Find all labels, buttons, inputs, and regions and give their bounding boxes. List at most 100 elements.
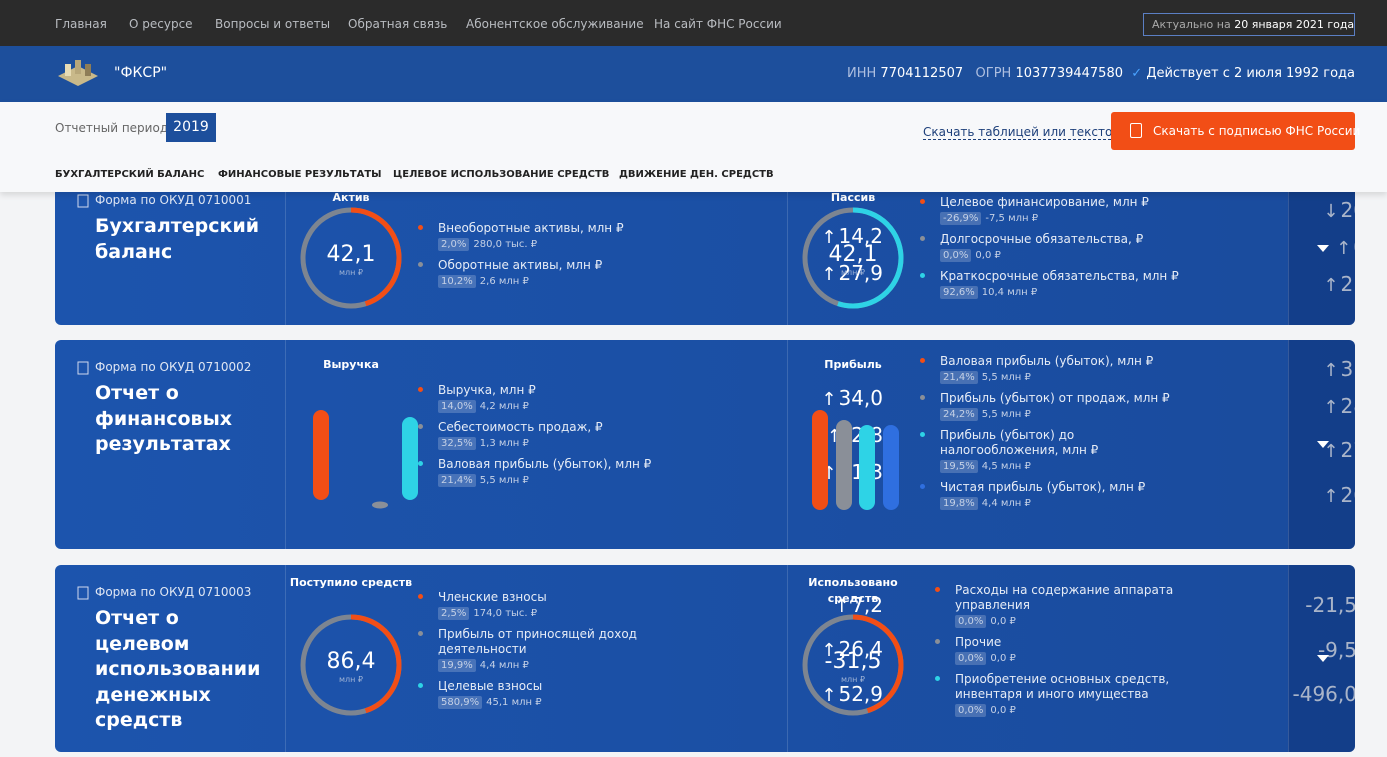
item-name: Внеоборотные активы, млн ₽ <box>438 221 624 235</box>
item-arrow: ↑ <box>1323 359 1339 381</box>
nav-link[interactable]: Абонентское обслуживание <box>466 17 644 31</box>
item-tag: 0,0% 0,0 ₽ <box>955 615 1180 628</box>
item: Приобретение основных средств, инвентаря… <box>935 672 1355 717</box>
ring-unit: млн ₽ <box>338 268 363 277</box>
item-name: Прибыль (убыток) до налогообложения, млн… <box>940 428 1099 457</box>
nav-link[interactable]: О ресурсе <box>129 17 193 31</box>
item-text: Целевое финансирование, млн ₽ -26,9% -7,5 … <box>940 195 1149 225</box>
icon-shape <box>77 361 89 375</box>
item-dot <box>935 639 940 644</box>
item-name: Прибыль от приносящей доход деятельности <box>438 627 637 656</box>
item-text: Долгосрочные обязательства, ₽ 0,0% 0,0 ₽ <box>940 232 1143 262</box>
item-sub: 0,0 ₽ <box>975 250 1001 261</box>
item-text: Прибыль (убыток) до налогообложения, млн… <box>940 428 1185 473</box>
item-tag: 580,9% 45,1 млн ₽ <box>438 696 542 709</box>
nav-link[interactable]: Главная <box>55 17 107 31</box>
actual-date: Актуально на 20 января 2021 года <box>1143 13 1355 36</box>
download-link[interactable]: Скачать таблицей или текстом <box>923 125 1122 140</box>
ring-chart <box>802 614 904 716</box>
item-dot <box>920 273 925 278</box>
ogrn-label: ОГРН <box>975 66 1012 81</box>
download-button[interactable]: Скачать с подписью ФНС России <box>1111 112 1360 150</box>
item-arrow: ↑ <box>1323 274 1339 296</box>
ring-arc <box>300 207 402 309</box>
item-text: Прибыль от приносящей доход деятельности… <box>438 627 683 672</box>
actual-label: Актуально на <box>1152 18 1231 31</box>
period-select[interactable]: 2019 <box>166 113 216 142</box>
item-sub: 5,5 млн ₽ <box>981 372 1031 383</box>
item-arrow: ↑ <box>1336 237 1352 259</box>
tab[interactable]: ЦЕЛЕВОЕ ИСПОЛЬЗОВАНИЕ СРЕДСТВ <box>393 169 610 180</box>
ring-value: 86,4 <box>326 649 376 674</box>
section-label: Прибыль <box>824 358 882 371</box>
item-list: Внеоборотные активы, млн ₽ 2,0% 280,0 тыс.… <box>418 221 883 288</box>
item-text: Внеоборотные активы, млн ₽ 2,0% 280,0 тыс.… <box>438 221 624 251</box>
item-number: 21,6 <box>1340 271 1355 296</box>
nav-link[interactable]: Вопросы и ответы <box>215 17 331 31</box>
ogrn: 1037739447580 <box>1015 66 1123 81</box>
bar-chart <box>313 410 418 509</box>
item-sub: 4,5 млн ₽ <box>981 461 1031 472</box>
item-tag: 92,6% 10,4 млн ₽ <box>940 286 1179 299</box>
item-value: ↑26,4 <box>763 637 883 661</box>
arrow-shape <box>1317 654 1329 662</box>
nav-link[interactable]: На сайт ФНС России <box>654 17 782 31</box>
ring-value: 42,1 <box>828 242 878 267</box>
item-sub: 0,0 ₽ <box>990 705 1016 716</box>
item-pct: 0,0% <box>955 615 987 628</box>
item-tag: 19,8% 4,4 млн ₽ <box>940 497 1145 510</box>
item-arrow: ↑ <box>1323 441 1339 462</box>
item-number: 7,2 <box>851 592 883 617</box>
form-label: Форма по ОКУД 0710003 <box>95 585 252 599</box>
item-text: Выручка, млн ₽ 14,0% 4,2 млн ₽ <box>438 383 536 413</box>
section-label: Поступило средств <box>289 576 413 589</box>
item-number: 31,3 <box>1340 356 1355 381</box>
item-tag: 10,2% 2,6 млн ₽ <box>438 275 602 288</box>
download-button-label: Скачать с подписью ФНС России <box>1153 124 1361 138</box>
expand-button[interactable] <box>1288 173 1355 325</box>
item-text: Членские взносы 2,5% 174,0 тыс. ₽ <box>438 590 547 620</box>
item: Прибыль (убыток) до налогообложения, млн… <box>920 428 1355 473</box>
item-name: Оборотные активы, млн ₽ <box>438 258 603 272</box>
item-number: 0,0 <box>1353 235 1355 259</box>
item-tag: 19,9% 4,4 млн ₽ <box>438 659 683 672</box>
ring-chart <box>300 207 402 309</box>
item-dot <box>418 631 423 636</box>
expand-button[interactable] <box>1288 340 1355 549</box>
item-pct: 2,0% <box>438 238 470 251</box>
tab[interactable]: ДВИЖЕНИЕ ДЕН. СРЕДСТВ <box>619 169 774 180</box>
status: Действует с 2 июля 1992 года <box>1146 66 1355 81</box>
item: Краткосрочные обязательства, млн ₽ 92,6% 1… <box>920 269 1355 299</box>
item-number: 34,0 <box>838 385 883 410</box>
item-value: ↑21,6 <box>1265 272 1355 296</box>
form-icon <box>77 586 89 600</box>
expand-button[interactable] <box>1288 565 1355 752</box>
item-number: 26,4 <box>838 637 883 661</box>
item-tag: 0,0% 0,0 ₽ <box>940 249 1143 262</box>
item-sub: -7,5 млн ₽ <box>985 213 1039 224</box>
item-number: 27,6 <box>1340 438 1355 462</box>
tab[interactable]: ФИНАНСОВЫЕ РЕЗУЛЬТАТЫ <box>218 169 382 180</box>
item-tag: 19,5% 4,5 млн ₽ <box>940 460 1185 473</box>
nav-link[interactable]: Обратная связь <box>348 17 448 31</box>
report-card: Форма по ОКУД 0710003 Отчет о целевом исп… <box>55 565 1355 752</box>
item-sub: 4,4 млн ₽ <box>981 498 1031 509</box>
item-dot <box>418 387 423 392</box>
inn: 7704112507 <box>880 66 964 81</box>
item-tag: 0,0% 0,0 ₽ <box>955 652 1016 665</box>
item-text: Валовая прибыль (убыток), млн ₽ 21,4% 5,5 … <box>438 457 651 487</box>
item-pct: 10,2% <box>438 275 476 288</box>
item-sub: 280,0 тыс. ₽ <box>473 239 538 250</box>
item: Валовая прибыль (убыток), млн ₽ 21,4% 5,5 … <box>418 457 883 487</box>
item-pct: 21,4% <box>940 371 978 384</box>
tab[interactable]: БУХГАЛТЕРСКИЙ БАЛАНС <box>55 169 205 180</box>
inn-label: ИНН <box>847 66 877 81</box>
item-text: Прочие 0,0% 0,0 ₽ <box>955 635 1016 665</box>
item-dot <box>920 236 925 241</box>
item-value: -21,5 <box>1237 593 1355 617</box>
item-text: Расходы на содержание аппарата управлени… <box>955 583 1180 628</box>
item-arrow: ↑ <box>821 684 837 706</box>
ring-value: 42,1 <box>326 242 376 267</box>
item-sub: 0,0 ₽ <box>990 653 1016 664</box>
